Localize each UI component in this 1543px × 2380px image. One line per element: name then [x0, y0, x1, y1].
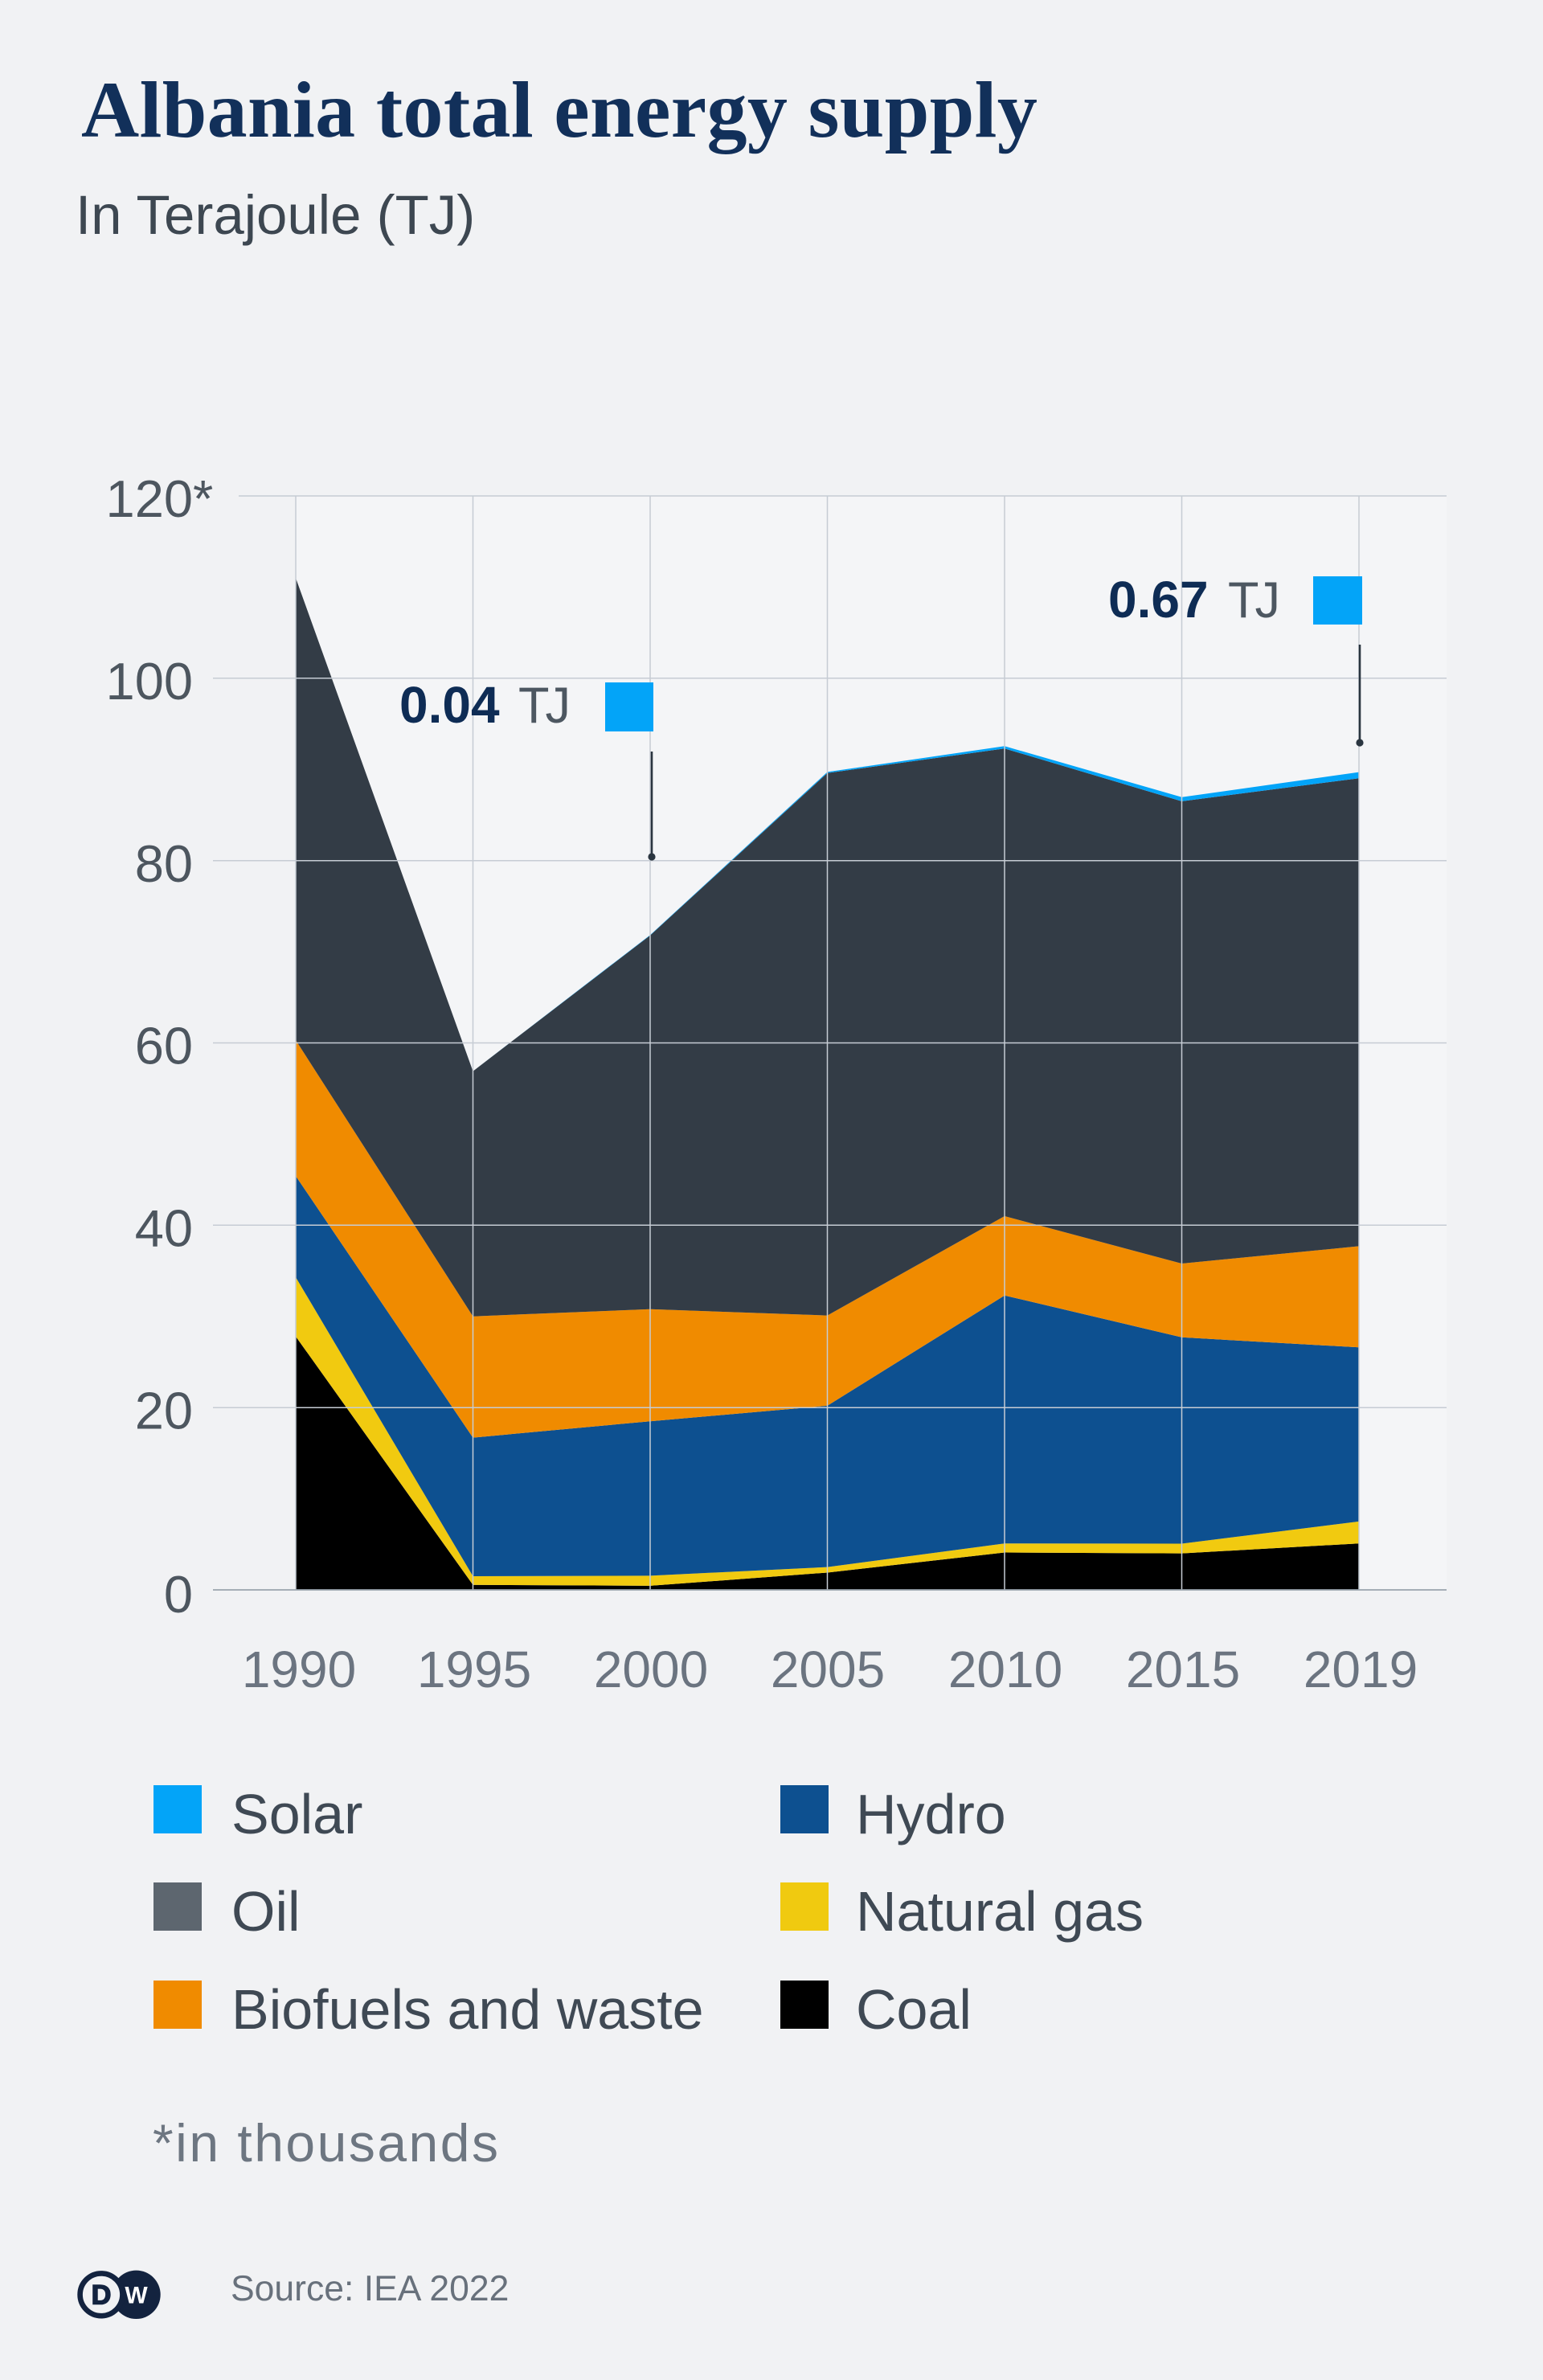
svg-text:2000: 2000: [594, 1641, 708, 1698]
svg-text:40: 40: [135, 1199, 193, 1258]
svg-text:80: 80: [135, 834, 193, 893]
svg-text:0: 0: [164, 1565, 193, 1624]
svg-text:2010: 2010: [948, 1641, 1062, 1698]
svg-text:0.04: 0.04: [399, 676, 500, 734]
svg-text:TJ: TJ: [518, 678, 567, 734]
svg-text:W: W: [125, 2283, 148, 2309]
svg-text:1995: 1995: [417, 1641, 531, 1698]
svg-text:2015: 2015: [1126, 1641, 1240, 1698]
svg-text:60: 60: [135, 1017, 193, 1075]
svg-text:2005: 2005: [771, 1641, 885, 1698]
svg-text:TJ: TJ: [1228, 572, 1276, 629]
svg-text:D: D: [92, 2280, 112, 2311]
svg-text:100: 100: [106, 652, 193, 711]
svg-text:0.67: 0.67: [1108, 571, 1209, 629]
svg-text:2019: 2019: [1304, 1641, 1418, 1698]
svg-text:120: 120: [106, 469, 193, 528]
svg-text:*: *: [193, 469, 213, 528]
svg-text:20: 20: [135, 1381, 193, 1440]
svg-text:1990: 1990: [242, 1641, 356, 1698]
